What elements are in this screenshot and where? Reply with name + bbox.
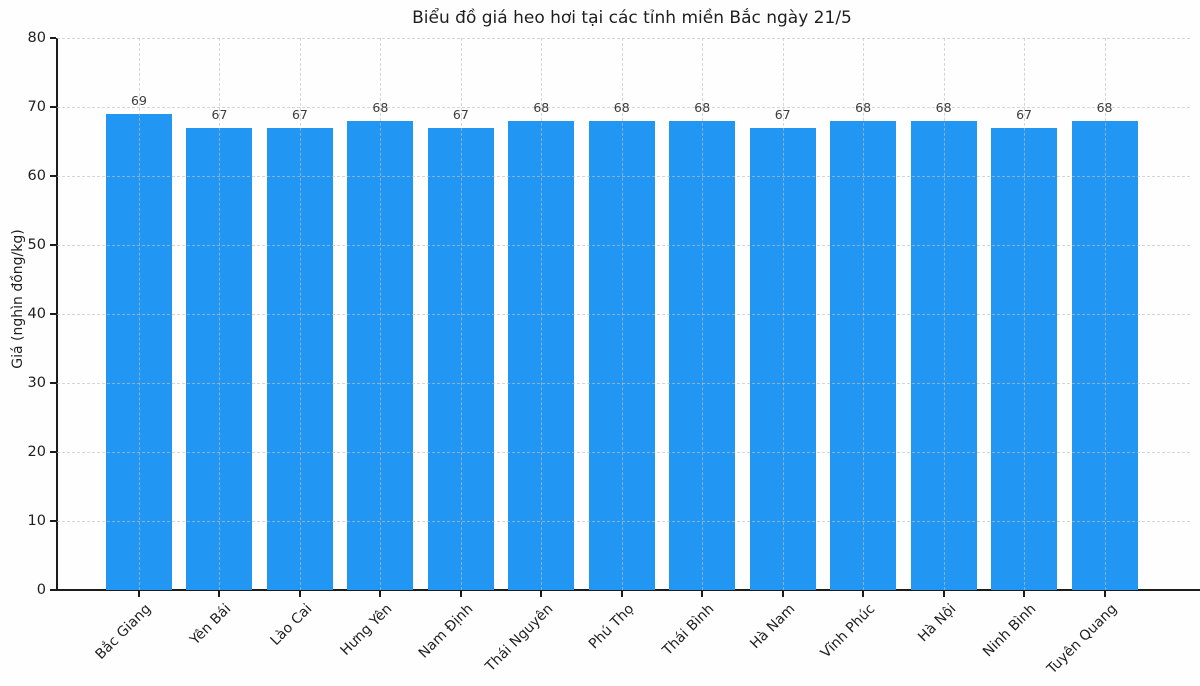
x-tick-mark [218, 591, 221, 597]
y-tick-mark [50, 313, 56, 315]
y-tick-label: 30 [27, 375, 46, 391]
x-tick-mark [379, 591, 382, 597]
bar-value-label: 67 [1016, 106, 1032, 122]
y-tick-label: 80 [27, 30, 46, 46]
bar-value-label: 67 [291, 106, 308, 122]
x-tick-mark [781, 591, 784, 597]
y-tick-mark [50, 382, 56, 384]
x-tick-mark [1023, 591, 1026, 597]
gridline-horizontal [57, 107, 1190, 108]
y-tick-label: 60 [27, 168, 46, 184]
x-tick-mark [540, 591, 543, 597]
gridline-horizontal [57, 38, 1190, 39]
bar-value-label: 68 [694, 99, 711, 115]
y-tick-label: 50 [27, 237, 46, 253]
y-tick-label: 20 [27, 444, 46, 460]
bar-value-label: 68 [533, 99, 550, 115]
chart-title: Biểu đồ giá heo hơi tại các tỉnh miền Bắ… [412, 8, 852, 28]
bar-value-label: 67 [211, 106, 228, 122]
y-tick-mark [50, 589, 56, 591]
y-tick-label: 40 [27, 306, 46, 322]
bar-value-label: 67 [452, 106, 469, 122]
bar-value-label: 68 [935, 99, 952, 115]
y-tick-label: 0 [36, 582, 46, 598]
bar-value-label: 68 [855, 99, 872, 115]
gridline-horizontal [57, 383, 1190, 384]
bar-value-label: 69 [131, 92, 147, 108]
gridline-horizontal [57, 176, 1190, 177]
x-axis-spine [56, 589, 1200, 591]
y-tick-mark [50, 520, 56, 522]
bar-value-label: 68 [613, 99, 630, 115]
x-tick-mark [298, 591, 301, 597]
gridline-horizontal [57, 452, 1190, 453]
x-tick-mark [620, 591, 623, 597]
y-tick-mark [50, 175, 56, 177]
y-tick-mark [50, 244, 56, 246]
x-tick-label: Bắc Giang [92, 601, 155, 663]
gridline-horizontal [57, 314, 1190, 315]
x-tick-mark [862, 591, 865, 597]
gridline-horizontal [57, 521, 1190, 522]
y-tick-mark [50, 451, 56, 453]
x-tick-mark [138, 591, 140, 597]
x-tick-mark [701, 591, 704, 597]
x-tick-mark [1103, 591, 1106, 597]
gridline-horizontal [57, 245, 1190, 246]
y-tick-label: 70 [27, 99, 46, 115]
bar-value-label: 67 [774, 106, 791, 122]
x-tick-mark [942, 591, 945, 597]
bar-value-label: 68 [1096, 99, 1113, 115]
bar-value-label: 68 [372, 99, 389, 115]
y-tick-label: 10 [27, 513, 46, 529]
y-tick-mark [50, 37, 56, 39]
plot-area: 69 67 67 68 67 68 68 68 67 68 68 67 68 [57, 38, 1190, 590]
y-tick-mark [50, 106, 56, 108]
x-tick-mark [459, 591, 462, 597]
